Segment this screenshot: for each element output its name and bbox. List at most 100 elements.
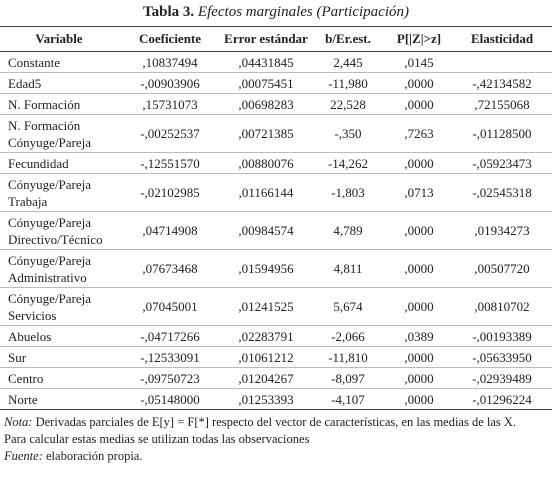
value-cell: ,7263 <box>386 114 452 153</box>
value-cell: -11,810 <box>310 346 386 368</box>
value-cell: 4,811 <box>310 249 386 288</box>
value-cell: ,04714908 <box>118 211 222 250</box>
value-cell: ,0000 <box>386 388 452 410</box>
value-cell: -2,066 <box>310 325 386 347</box>
value-cell: -,12533091 <box>118 346 222 368</box>
variable-line: Sur <box>8 349 27 365</box>
note-label: Nota: <box>4 415 33 429</box>
value-cell: ,00984574 <box>222 211 310 250</box>
value-cell: ,0713 <box>386 173 452 212</box>
value-cell: -14,262 <box>310 152 386 174</box>
value-cell: -4,107 <box>310 388 386 410</box>
value-cell: ,01594956 <box>222 249 310 288</box>
title: Tabla 3. Efectos marginales (Participaci… <box>0 0 552 26</box>
value-cell: -,350 <box>310 114 386 153</box>
value-cell: ,0000 <box>386 152 452 174</box>
value-cell: -,02939489 <box>452 367 552 389</box>
variable-line: Cónyuge/Pareja <box>8 134 92 150</box>
variable-cell: Fecundidad <box>0 152 118 174</box>
note: Nota: Derivadas parciales de E[y] = F[*]… <box>4 414 548 431</box>
variable-cell: Cónyuge/Pareja Servicios <box>0 287 118 326</box>
source-label: Fuente: <box>4 449 43 463</box>
variable-line: N. Formación <box>8 117 81 133</box>
variable-line: Directivo/Técnico <box>8 231 103 247</box>
variable-line: Servicios <box>8 307 57 323</box>
value-cell: -,09750723 <box>118 367 222 389</box>
header-cell: Elasticidad <box>452 26 552 52</box>
variable-line: Centro <box>8 370 44 386</box>
value-cell: ,00880076 <box>222 152 310 174</box>
value-cell: ,0389 <box>386 325 452 347</box>
variable-line: Administrativo <box>8 269 87 285</box>
value-cell: ,0000 <box>386 72 452 94</box>
header-cell: Error estándar <box>222 26 310 52</box>
value-cell: ,07045001 <box>118 287 222 326</box>
variable-line: Cónyuge/Pareja <box>8 176 92 192</box>
variable-line: Abuelos <box>8 328 52 344</box>
value-cell: ,01241525 <box>222 287 310 326</box>
value-cell: -,00252537 <box>118 114 222 153</box>
value-cell: ,07673468 <box>118 249 222 288</box>
row: N. Formación ,15731073,00698283 22,528,000… <box>0 93 552 115</box>
variable-line: Edad5 <box>8 75 42 91</box>
value-cell: ,01934273 <box>452 211 552 250</box>
variable-line: N. Formación <box>8 96 81 112</box>
variable-cell: Norte <box>0 388 118 410</box>
value-cell: ,0000 <box>386 249 452 288</box>
value-cell: ,0000 <box>386 211 452 250</box>
row: Fecundidad -,12551570,00880076 -14,262,000… <box>0 152 552 174</box>
variable-cell: Edad5 <box>0 72 118 94</box>
row: Sur -,12533091,01061212 -11,810,0000 -,0563… <box>0 346 552 368</box>
row: Norte -,05148000,01253393 -4,107,0000 -,012… <box>0 388 552 410</box>
value-cell: -1,803 <box>310 173 386 212</box>
value-cell: 22,528 <box>310 93 386 115</box>
value-cell: -,01128500 <box>452 114 552 153</box>
value-cell: ,15731073 <box>118 93 222 115</box>
table: Variable Coeficiente Error estándar b/Er.es… <box>0 26 552 410</box>
notes: Nota: Derivadas parciales de E[y] = F[*]… <box>0 410 552 465</box>
value-cell: -,05923473 <box>452 152 552 174</box>
empty-cell <box>452 51 552 73</box>
variable-cell: Centro <box>0 367 118 389</box>
value-cell: ,01253393 <box>222 388 310 410</box>
value-cell: ,01204267 <box>222 367 310 389</box>
row: Constante ,10837494,04431845 2,445,0145 <box>0 51 552 73</box>
header-row: Variable Coeficiente Error estándar b/Er.es… <box>0 26 552 52</box>
variable-cell: N. Formación Cónyuge/Pareja <box>0 114 118 153</box>
value-cell: ,01166144 <box>222 173 310 212</box>
title-label: Tabla 3. <box>143 4 195 20</box>
value-cell: -,00903906 <box>118 72 222 94</box>
header-cell: b/Er.est. <box>310 26 386 52</box>
variable-cell: Cónyuge/Pareja Administrativo <box>0 249 118 288</box>
value-cell: -,01296224 <box>452 388 552 410</box>
value-cell: -,02545318 <box>452 173 552 212</box>
value-cell: 2,445 <box>310 51 386 73</box>
value-cell: -,05633950 <box>452 346 552 368</box>
value-cell: 4,789 <box>310 211 386 250</box>
row: Cónyuge/Pareja Directivo/Técnico ,04714908… <box>0 211 552 250</box>
value-cell: ,02283791 <box>222 325 310 347</box>
value-cell: ,00075451 <box>222 72 310 94</box>
value-cell: -,42134582 <box>452 72 552 94</box>
variable-line: Cónyuge/Pareja <box>8 290 92 306</box>
variable-cell: Sur <box>0 346 118 368</box>
value-cell: ,0000 <box>386 93 452 115</box>
header-cell: Coeficiente <box>118 26 222 52</box>
value-cell: ,00810702 <box>452 287 552 326</box>
value-cell: -,00193389 <box>452 325 552 347</box>
row: Abuelos -,04717266,02283791 -2,066,0389 -,0… <box>0 325 552 347</box>
variable-line: Constante <box>8 54 60 70</box>
value-cell: -11,980 <box>310 72 386 94</box>
value-cell: ,0000 <box>386 367 452 389</box>
note: Para calcular estas medias se utilizan t… <box>4 432 310 446</box>
row: Edad5 -,00903906,00075451 -11,980,0000 -,42… <box>0 72 552 94</box>
value-cell: 5,674 <box>310 287 386 326</box>
note-text: Derivadas parciales de E[y] = F[*] respe… <box>35 415 517 429</box>
value-cell: ,00507720 <box>452 249 552 288</box>
variable-cell: Cónyuge/Pareja Directivo/Técnico <box>0 211 118 250</box>
header-cell: Variable <box>0 26 118 52</box>
value-cell: ,0000 <box>386 346 452 368</box>
value-cell: ,72155068 <box>452 93 552 115</box>
variable-line: Trabaja <box>8 193 48 209</box>
